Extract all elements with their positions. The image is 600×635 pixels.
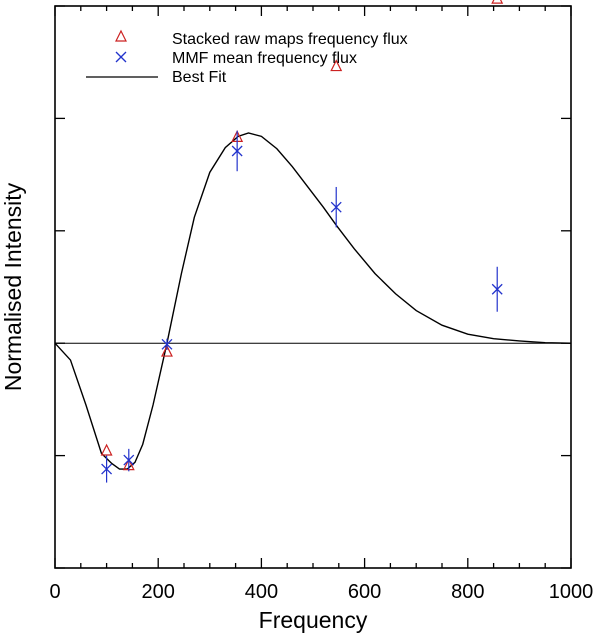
cross-point — [123, 448, 135, 472]
triangle-series — [100, 0, 504, 471]
cross-series — [101, 130, 503, 483]
cross-stroke-b — [101, 463, 113, 475]
legend-label-triangles: Stacked raw maps frequency flux — [172, 31, 408, 48]
x-tick-label: 800 — [451, 581, 484, 603]
legend-cross-b — [115, 51, 127, 63]
cross-stroke-b — [330, 201, 342, 213]
legend-entry-fit: Best Fit — [86, 69, 227, 86]
legend-entry-crosses: MMF mean frequency flux — [115, 50, 357, 67]
cross-point — [101, 455, 113, 483]
cross-point — [330, 186, 342, 228]
triangle-point — [330, 59, 343, 72]
cross-stroke-b — [231, 145, 243, 157]
cross-point — [231, 130, 243, 172]
cross-point — [161, 338, 173, 350]
cross-stroke-b — [161, 338, 173, 350]
x-axis-title: Frequency — [259, 607, 368, 633]
plot-area — [54, 0, 572, 483]
y-axis-ticks — [55, 5, 571, 569]
x-tick-label: 400 — [245, 581, 278, 603]
x-tick-label: 1000 — [549, 581, 594, 603]
legend: Stacked raw maps frequency flux MMF mean… — [86, 29, 408, 86]
x-tick-label: 200 — [142, 581, 175, 603]
triangle-point — [491, 0, 504, 4]
triangle-point — [100, 443, 113, 456]
cross-point — [491, 266, 503, 312]
legend-label-crosses: MMF mean frequency flux — [172, 50, 357, 67]
legend-triangle-marker — [115, 29, 127, 42]
legend-label-fit: Best Fit — [172, 69, 227, 86]
best-fit-curve — [54, 132, 572, 470]
x-axis-ticks: 0 200 400 600 800 1000 — [49, 6, 593, 603]
cross-stroke-b — [491, 283, 503, 295]
plot-frame — [54, 5, 572, 569]
legend-entry-triangles: Stacked raw maps frequency flux — [115, 29, 408, 48]
cross-stroke-b — [123, 454, 135, 466]
x-tick-label: 600 — [348, 581, 381, 603]
x-tick-label: 0 — [49, 581, 60, 603]
y-axis-title: Normalised Intensity — [0, 182, 26, 391]
triangle-point — [161, 344, 173, 357]
